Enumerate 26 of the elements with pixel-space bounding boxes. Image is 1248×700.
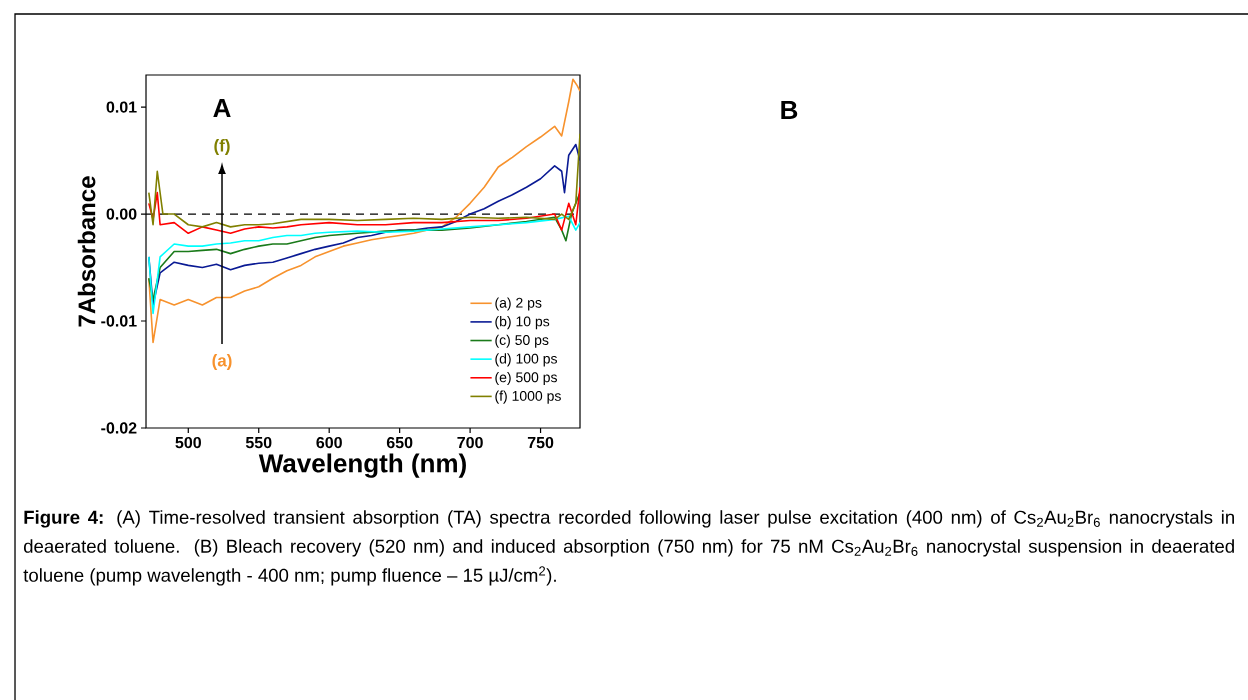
annotation: (a) xyxy=(212,354,232,370)
x-axis-title: Wavelength (nm) xyxy=(258,453,466,478)
y-tick-label: -0.01 xyxy=(101,315,137,327)
x-tick-label: 550 xyxy=(245,436,272,449)
text: Figure 4: (A) Time-resolved transient absorption (TA) spectra recorded following laser pulse excitation (400 nm) of Cs$_{2}$Au$_{2}$Br$_{6}$ nanocrystals in deaerated toluene. (B) Bleach recovery (520 nm) and induced absorption (750 nm) for 75 nM Cs$_{2}$Au$_{2}$Br$_{6}$ nanocrystal suspension in deaerated toluene (pump wavelength - 400 nm; pump fluence – 15 µJ/cm$^{2}$). xyxy=(23,510,1234,586)
y-tick-label: -0.02 xyxy=(101,422,137,434)
y-axis-title: 7Absorbance xyxy=(77,176,96,327)
x-tick-label: 700 xyxy=(457,436,483,449)
legend-label: (b) 10 ps xyxy=(495,316,550,330)
y-tick-label: 0.00 xyxy=(106,208,137,220)
legend-label: (e) 500 ps xyxy=(495,371,557,386)
legend-label: (d) 100 ps xyxy=(495,353,557,367)
line-series xyxy=(148,215,581,315)
annotation: A xyxy=(213,99,231,117)
legend-label: (a) 2 ps xyxy=(495,297,542,311)
x-tick-label: 750 xyxy=(527,436,554,449)
line-series xyxy=(148,133,581,228)
text: B xyxy=(781,101,798,119)
y-tick-label: 0.01 xyxy=(106,101,137,113)
legend-label: (c) 50 ps xyxy=(495,334,549,348)
line-series xyxy=(148,186,581,235)
x-tick-label: 500 xyxy=(175,436,201,449)
x-tick-label: 600 xyxy=(316,436,342,449)
annotation: (f) xyxy=(214,139,230,155)
x-tick-label: 650 xyxy=(386,436,413,449)
legend-label: (f) 1000 ps xyxy=(495,390,561,404)
